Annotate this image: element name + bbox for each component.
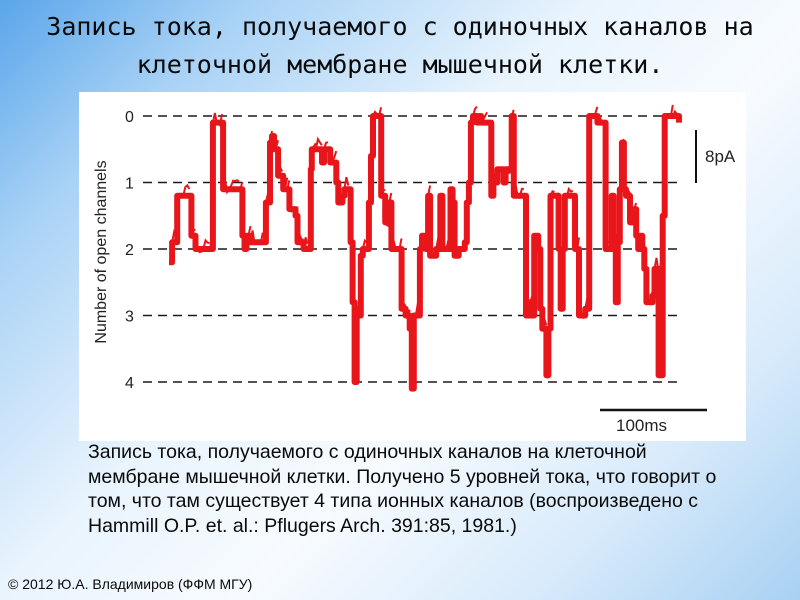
chart-figure: 0 1 2 3 4 Number of open channels 8pA 100ms bbox=[79, 92, 746, 441]
y-tick-label-1: 1 bbox=[125, 176, 134, 193]
scale-bars: 8pA 100ms bbox=[600, 130, 736, 435]
time-scale-label: 100ms bbox=[616, 416, 667, 435]
y-axis-label: Number of open channels bbox=[93, 160, 110, 343]
chart-svg: 0 1 2 3 4 Number of open channels 8pA 100ms bbox=[93, 104, 736, 435]
current-scale-label: 8pA bbox=[705, 147, 736, 166]
y-tick-label-4: 4 bbox=[125, 375, 134, 392]
figure-caption: Запись тока, получаемого с одиночных кан… bbox=[88, 441, 717, 537]
trace-layer bbox=[168, 104, 682, 392]
y-tick-label-0: 0 bbox=[125, 109, 134, 126]
current-trace bbox=[169, 113, 682, 392]
current-trace-noise bbox=[168, 104, 680, 391]
y-tick-label-3: 3 bbox=[125, 309, 134, 326]
slide-title: Запись тока, получаемого с одиночных кан… bbox=[46, 12, 754, 79]
y-tick-label-2: 2 bbox=[125, 242, 134, 259]
tick-layer: 0 1 2 3 4 bbox=[125, 109, 134, 392]
copyright-text: © 2012 Ю.А. Владимиров (ФФМ МГУ) bbox=[8, 576, 253, 592]
